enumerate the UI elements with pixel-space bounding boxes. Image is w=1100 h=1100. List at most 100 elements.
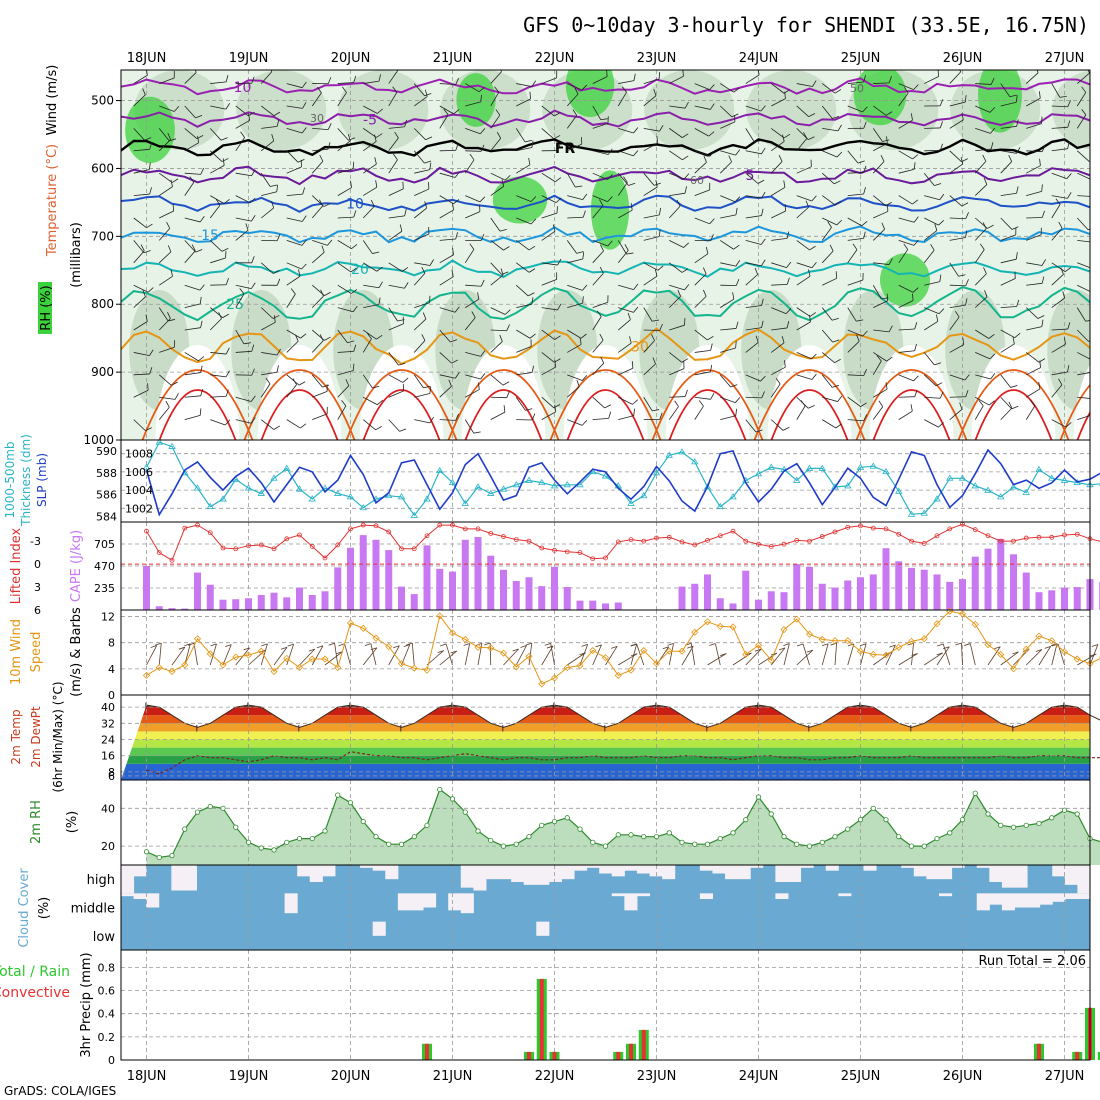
wind-barb bbox=[1037, 315, 1045, 319]
lifted-index-point bbox=[896, 531, 902, 537]
wind-barb bbox=[755, 429, 763, 433]
wind-barb bbox=[209, 128, 222, 141]
cloud-axis-title: Cloud Cover bbox=[17, 868, 32, 948]
temp-tick-label: 16 bbox=[101, 750, 115, 763]
wind-barb bbox=[778, 154, 783, 162]
wind-barb bbox=[847, 150, 859, 164]
lifted-index-point bbox=[144, 528, 149, 534]
wind-barb bbox=[376, 133, 383, 138]
lifted-index-point bbox=[717, 533, 723, 539]
wind-barb bbox=[618, 342, 632, 353]
rh-contour-label: 50 bbox=[850, 82, 864, 95]
wind-barb bbox=[499, 229, 507, 232]
wind-barb bbox=[592, 250, 604, 264]
wind-barb bbox=[618, 128, 634, 134]
wind-barb bbox=[362, 338, 372, 353]
wind-barb bbox=[882, 139, 890, 142]
wind-barb bbox=[592, 362, 605, 376]
wind-barb bbox=[454, 306, 460, 313]
wind-speed-point bbox=[933, 620, 941, 628]
wind-barb bbox=[988, 333, 995, 339]
wind-barb bbox=[760, 238, 766, 245]
wind-barb bbox=[421, 266, 426, 274]
wind-barb bbox=[913, 162, 916, 170]
wind-barb bbox=[317, 86, 322, 94]
wind-barb bbox=[580, 333, 587, 339]
isotherm-40 bbox=[668, 389, 747, 440]
wind10m-barb bbox=[1091, 644, 1098, 647]
rh2m-point bbox=[551, 818, 558, 825]
wind10m-barb bbox=[261, 643, 268, 647]
wind-barb bbox=[924, 321, 938, 331]
wind-barb bbox=[184, 415, 201, 421]
wind-barb bbox=[469, 243, 475, 250]
wind-barb bbox=[362, 206, 375, 219]
date-label-bottom: 19JUN bbox=[229, 1069, 269, 1084]
precip-tick-label: 0.2 bbox=[98, 1031, 116, 1044]
wind-barb bbox=[745, 419, 757, 433]
wind-barb bbox=[898, 350, 915, 353]
wind-barb bbox=[880, 154, 885, 162]
rh2m-point bbox=[373, 834, 379, 840]
wind-speed-line bbox=[146, 610, 1100, 685]
thickness-point bbox=[1022, 488, 1030, 495]
wind-barb bbox=[847, 249, 858, 264]
wind-barb bbox=[1000, 83, 1011, 97]
wind-barb bbox=[414, 207, 428, 219]
cloud-gap-middle bbox=[1052, 893, 1066, 902]
li-tick-label: -3 bbox=[30, 535, 41, 548]
wind-barb bbox=[653, 88, 657, 96]
wind-barb bbox=[465, 128, 481, 135]
wind10m-barb bbox=[210, 643, 217, 647]
wind-barb bbox=[221, 247, 229, 252]
wind-barb bbox=[1063, 337, 1066, 345]
lifted-index-point bbox=[909, 538, 914, 544]
wind-barb bbox=[453, 199, 460, 205]
wind-tick-label: 4 bbox=[108, 663, 115, 676]
wind-barb bbox=[1051, 297, 1065, 308]
rh2m-point bbox=[258, 845, 264, 851]
wind-barb bbox=[728, 155, 732, 163]
wind-speed-point bbox=[244, 651, 253, 659]
wind-barb bbox=[516, 372, 533, 376]
thickness-point bbox=[997, 493, 1005, 500]
wind-barbs-axis-title: (m/s) & Barbs bbox=[69, 607, 84, 697]
wind-barb bbox=[429, 416, 435, 424]
wind-barb bbox=[276, 365, 279, 373]
wind-barb bbox=[490, 138, 502, 152]
lifted-index-point bbox=[284, 536, 290, 542]
wind-barb bbox=[604, 404, 612, 409]
wind-barb bbox=[323, 203, 331, 207]
temp-band bbox=[121, 747, 1090, 756]
wind-barb bbox=[439, 374, 456, 379]
wind10m-barb bbox=[171, 646, 186, 666]
wind-barb bbox=[1077, 240, 1090, 243]
wind-barb bbox=[989, 107, 996, 113]
wind-barb bbox=[200, 167, 205, 175]
wind-barb bbox=[655, 180, 658, 188]
wind-barb bbox=[286, 293, 296, 308]
wind10m-barb bbox=[225, 644, 232, 647]
wind10m-barb bbox=[889, 644, 896, 648]
wind-barb bbox=[337, 92, 347, 107]
cape-bar bbox=[844, 580, 852, 610]
wind10m-barb bbox=[1044, 645, 1051, 649]
lifted-index-point bbox=[348, 526, 353, 532]
wind-speed-point bbox=[232, 653, 240, 661]
wind-barb bbox=[837, 124, 842, 132]
wind-barb bbox=[516, 98, 531, 107]
wind-barb bbox=[669, 352, 683, 363]
wind-barb bbox=[464, 249, 475, 264]
rh2m-point bbox=[628, 832, 634, 838]
wind-barb bbox=[158, 406, 170, 420]
wind10m-barb bbox=[936, 652, 943, 656]
wind-barb bbox=[914, 322, 918, 330]
wind-barb bbox=[822, 150, 838, 158]
wind-barb bbox=[250, 395, 256, 402]
lifted-index-point bbox=[730, 528, 736, 534]
wind-barb bbox=[1062, 291, 1066, 299]
wind10m-barb bbox=[334, 643, 339, 666]
wind-barb bbox=[786, 321, 790, 329]
wind-barb bbox=[582, 284, 588, 291]
